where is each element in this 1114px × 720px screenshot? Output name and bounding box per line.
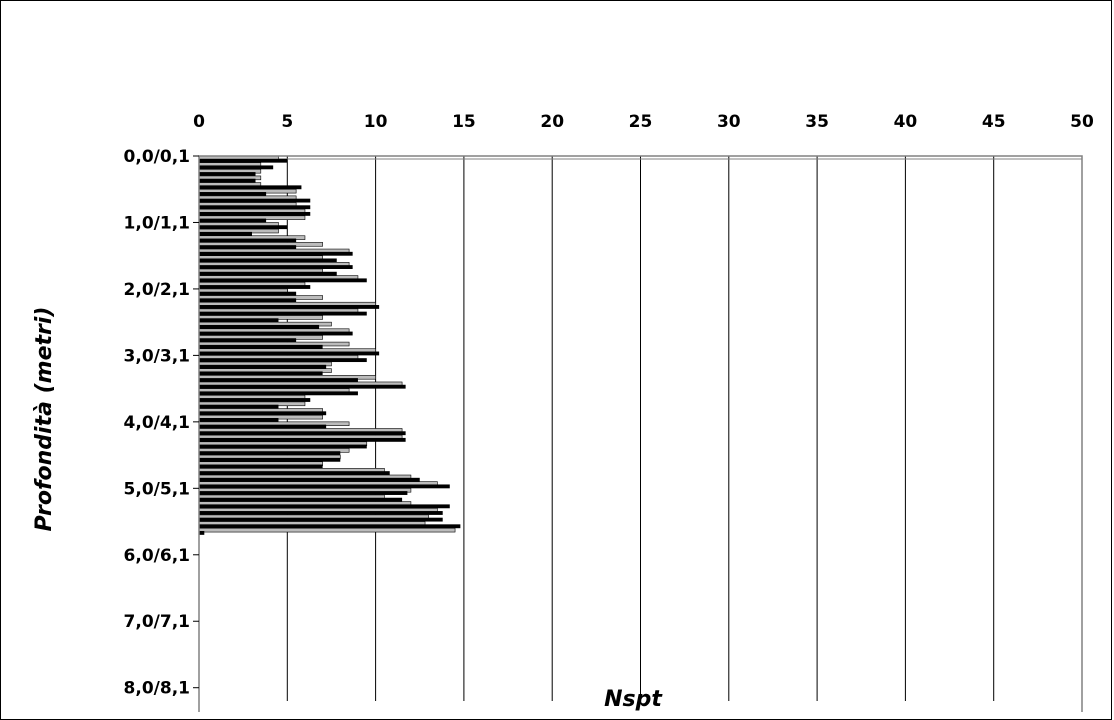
bar-black — [199, 344, 323, 349]
y-tick-label: 1,0/1,1 — [124, 213, 190, 233]
bar-black — [199, 497, 403, 502]
bar-black — [199, 185, 302, 190]
x-tick-label: 10 — [364, 112, 388, 132]
bar-black — [199, 424, 327, 429]
bar-black — [199, 198, 311, 203]
bar-black — [199, 205, 311, 210]
x-tick-label: 45 — [982, 112, 1006, 132]
y-axis-title: Profondità (metri) — [32, 307, 57, 532]
bar-black — [199, 358, 367, 363]
bar-black — [199, 265, 353, 269]
bar-black — [199, 245, 297, 250]
bar-black — [199, 338, 297, 343]
y-tick-label: 5,0/5,1 — [124, 479, 190, 499]
bar-black — [199, 437, 406, 442]
bar-black — [199, 271, 337, 276]
x-tick-label: 25 — [629, 112, 653, 132]
y-tick-label: 0,0/0,1 — [124, 147, 190, 167]
x-tick-label: 30 — [717, 112, 741, 132]
bar-black — [199, 311, 367, 316]
bar-black — [199, 457, 341, 462]
y-tick-label: 7,0/7,1 — [124, 612, 190, 632]
bar-black — [199, 305, 380, 309]
plot-area-border — [198, 155, 1083, 712]
x-tick-label: 35 — [805, 112, 829, 132]
bar-black — [199, 251, 353, 256]
bar-black — [199, 451, 341, 456]
bar-black — [199, 172, 256, 176]
bars — [198, 155, 461, 535]
bar-black — [199, 484, 450, 489]
bar-black — [199, 231, 252, 236]
bar-black — [199, 218, 267, 223]
x-tick-label: 5 — [281, 112, 293, 132]
bar-black — [199, 285, 311, 289]
bar-black — [199, 517, 443, 522]
bar-black — [199, 351, 380, 356]
y-tick-label: 8,0/8,1 — [124, 679, 190, 699]
bar-black — [199, 384, 406, 389]
bar-black — [199, 477, 420, 482]
bar-black — [199, 291, 297, 296]
bar-black — [199, 404, 279, 409]
bar-black — [199, 324, 320, 329]
y-tick-label: 6,0/6,1 — [124, 546, 190, 566]
bar-black — [199, 238, 297, 243]
x-tick-label: 0 — [193, 112, 205, 132]
bar-black — [199, 225, 288, 230]
y-tick-labels: 0,0/0,1 1,0/1,1 2,0/2,1 3,0/3,1 4,0/4,1 5,0/5… — [124, 147, 199, 699]
bar-black — [199, 444, 367, 449]
bar-black — [199, 530, 205, 535]
bar-black — [199, 298, 297, 303]
bar-black — [199, 464, 323, 469]
x-tick-label: 20 — [540, 112, 564, 132]
bar-black — [199, 371, 323, 376]
bar-black — [199, 318, 279, 323]
bar-black — [199, 331, 353, 336]
bar-black — [199, 431, 406, 436]
bar-black — [199, 491, 408, 495]
bar-black — [199, 524, 461, 529]
bar-black — [199, 178, 256, 183]
bar-black — [199, 211, 311, 216]
bar-black — [199, 471, 390, 476]
bar-black — [199, 158, 288, 163]
y-tick-label: 2,0/2,1 — [124, 280, 190, 300]
x-tick-labels: 0 5 10 15 20 25 30 35 40 45 50 — [193, 112, 1094, 132]
y-tick-label: 3,0/3,1 — [124, 346, 190, 366]
bar-black — [199, 411, 327, 416]
bar-black — [199, 165, 274, 170]
x-tick-label: 15 — [452, 112, 476, 132]
x-tick-label: 40 — [894, 112, 918, 132]
y-tick-label: 4,0/4,1 — [124, 413, 190, 433]
x-axis-title: Nspt — [604, 687, 663, 712]
bar-black — [199, 391, 358, 396]
bar-gray — [198, 527, 456, 533]
bar-black — [199, 278, 367, 283]
bar-black — [199, 511, 443, 515]
bar-black — [199, 398, 311, 402]
bar-black — [199, 417, 279, 422]
bar-black — [199, 504, 450, 509]
bar-black — [199, 364, 327, 369]
bar-black — [199, 258, 337, 263]
bar-black — [199, 192, 267, 196]
x-tick-label: 50 — [1070, 112, 1094, 132]
bar-black — [199, 378, 358, 382]
